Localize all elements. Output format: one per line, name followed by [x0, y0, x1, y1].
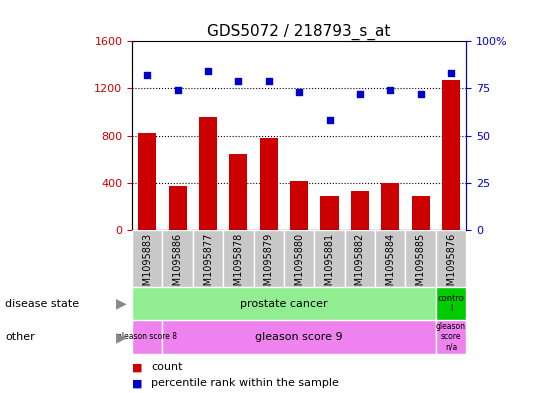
Text: GSM1095880: GSM1095880 — [294, 233, 304, 298]
Point — [325, 118, 334, 124]
Title: GDS5072 / 218793_s_at: GDS5072 / 218793_s_at — [208, 24, 391, 40]
Bar — [284, 230, 314, 287]
Text: ▶: ▶ — [116, 297, 127, 310]
Bar — [436, 287, 466, 320]
Bar — [162, 320, 436, 354]
Text: GSM1095877: GSM1095877 — [203, 233, 213, 298]
Point — [234, 78, 243, 84]
Bar — [290, 181, 308, 230]
Text: ■: ■ — [132, 362, 142, 373]
Text: gleason
score
n/a: gleason score n/a — [436, 322, 466, 352]
Point — [143, 72, 151, 78]
Text: disease state: disease state — [5, 299, 80, 309]
Text: GSM1095879: GSM1095879 — [264, 233, 274, 298]
Bar — [260, 138, 278, 230]
Bar — [193, 230, 223, 287]
Point — [174, 87, 182, 94]
Text: prostate cancer: prostate cancer — [240, 299, 328, 309]
Bar — [169, 186, 186, 230]
Point — [416, 91, 425, 97]
Text: contro
l: contro l — [438, 294, 465, 313]
Bar — [320, 196, 338, 230]
Bar — [132, 320, 162, 354]
Bar — [351, 191, 369, 230]
Text: GSM1095886: GSM1095886 — [172, 233, 183, 298]
Text: GSM1095878: GSM1095878 — [233, 233, 244, 298]
Bar — [138, 133, 156, 230]
Bar — [132, 230, 162, 287]
Text: ■: ■ — [132, 378, 142, 388]
Bar — [442, 80, 460, 230]
Text: GSM1095885: GSM1095885 — [416, 233, 426, 298]
Text: gleason score 8: gleason score 8 — [118, 332, 177, 342]
Point — [265, 78, 273, 84]
Point — [204, 68, 212, 75]
Bar — [436, 320, 466, 354]
Bar — [412, 196, 430, 230]
Bar — [345, 230, 375, 287]
Bar — [253, 230, 284, 287]
Bar — [199, 117, 217, 230]
Text: other: other — [5, 332, 35, 342]
Point — [447, 70, 455, 77]
Bar — [314, 230, 345, 287]
Bar — [229, 154, 247, 230]
Text: GSM1095883: GSM1095883 — [142, 233, 152, 298]
Text: count: count — [151, 362, 182, 373]
Text: GSM1095884: GSM1095884 — [385, 233, 395, 298]
Bar — [162, 230, 193, 287]
Point — [356, 91, 364, 97]
Bar — [223, 230, 253, 287]
Bar — [381, 183, 399, 230]
Point — [386, 87, 395, 94]
Text: gleason score 9: gleason score 9 — [255, 332, 343, 342]
Text: GSM1095881: GSM1095881 — [324, 233, 335, 298]
Point — [295, 89, 303, 95]
Bar — [436, 230, 466, 287]
Text: GSM1095882: GSM1095882 — [355, 233, 365, 298]
Text: ▶: ▶ — [116, 330, 127, 344]
Bar — [375, 230, 405, 287]
Text: GSM1095876: GSM1095876 — [446, 233, 456, 298]
Bar — [405, 230, 436, 287]
Text: percentile rank within the sample: percentile rank within the sample — [151, 378, 339, 388]
